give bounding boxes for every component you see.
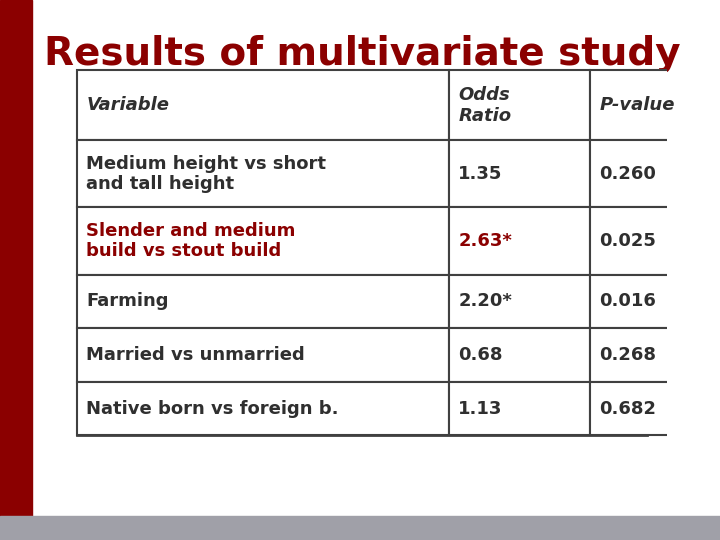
- Text: 0.260: 0.260: [599, 165, 656, 183]
- Bar: [590, 70, 718, 140]
- Bar: [76, 70, 647, 435]
- Text: 0.68: 0.68: [459, 346, 503, 364]
- Bar: [76, 382, 449, 435]
- Bar: [449, 70, 590, 140]
- Bar: [449, 140, 590, 207]
- Text: 0.016: 0.016: [599, 292, 656, 310]
- Bar: [590, 207, 718, 274]
- Text: 2.20*: 2.20*: [459, 292, 512, 310]
- Text: Results of multivariate study: Results of multivariate study: [44, 35, 680, 73]
- Bar: [76, 274, 449, 328]
- Text: Medium height vs short
and tall height: Medium height vs short and tall height: [86, 154, 326, 193]
- Bar: [590, 328, 718, 382]
- Text: Odds
Ratio: Odds Ratio: [459, 86, 511, 125]
- Text: Farming: Farming: [86, 292, 168, 310]
- Bar: [590, 382, 718, 435]
- Text: 0.682: 0.682: [599, 400, 657, 417]
- Bar: [449, 382, 590, 435]
- Text: P-value: P-value: [599, 96, 675, 114]
- Text: Married vs unmarried: Married vs unmarried: [86, 346, 305, 364]
- Bar: [76, 207, 449, 274]
- Text: Native born vs foreign b.: Native born vs foreign b.: [86, 400, 339, 417]
- Text: 1.35: 1.35: [459, 165, 503, 183]
- Bar: [76, 140, 449, 207]
- Bar: [76, 70, 449, 140]
- Bar: [590, 274, 718, 328]
- Bar: [449, 207, 590, 274]
- Text: Slender and medium
build vs stout build: Slender and medium build vs stout build: [86, 221, 296, 260]
- Bar: [76, 328, 449, 382]
- Text: 1.13: 1.13: [459, 400, 503, 417]
- Text: 0.268: 0.268: [599, 346, 657, 364]
- Text: Variable: Variable: [86, 96, 169, 114]
- Text: 2.63*: 2.63*: [459, 232, 512, 250]
- Bar: [449, 274, 590, 328]
- Bar: [449, 328, 590, 382]
- Text: 0.025: 0.025: [599, 232, 656, 250]
- Bar: [590, 140, 718, 207]
